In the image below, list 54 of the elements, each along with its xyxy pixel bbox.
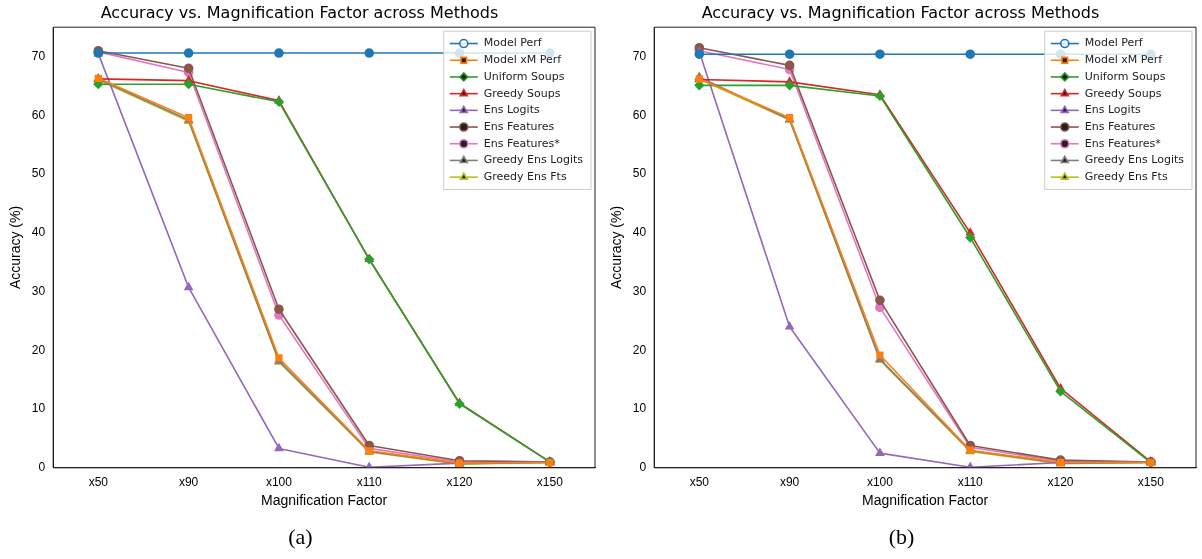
y-tick-label: 10 bbox=[632, 401, 647, 416]
legend-label: Ens Features* bbox=[1084, 136, 1162, 150]
legend-label: Ens Logits bbox=[1084, 103, 1141, 117]
y-tick-label: 40 bbox=[31, 225, 46, 240]
legend-label: Greedy Ens Logits bbox=[483, 153, 584, 167]
y-tick-label: 0 bbox=[639, 460, 647, 475]
y-tick-label: 50 bbox=[632, 166, 647, 181]
legend-label: Ens Logits bbox=[483, 103, 540, 117]
y-tick-label: 0 bbox=[38, 460, 46, 475]
legend-label: Ens Features bbox=[483, 119, 555, 133]
text: (a) bbox=[287, 524, 314, 550]
y-tick-label: 40 bbox=[632, 225, 647, 240]
x-tick-label: x120 bbox=[446, 475, 473, 490]
legend-label: Model xM Perf bbox=[1084, 53, 1164, 67]
legend-label: Ens Features bbox=[1084, 119, 1156, 133]
y-tick-label: 10 bbox=[31, 401, 46, 416]
y-tick-label: 20 bbox=[31, 342, 46, 357]
legend-label: Ens Features* bbox=[483, 136, 561, 150]
legend-label: Model Perf bbox=[483, 36, 543, 50]
y-tick-label: 30 bbox=[31, 283, 46, 298]
chart-title: Accuracy vs. Magnification Factor across Methods bbox=[701, 2, 1100, 22]
x-tick-label: x150 bbox=[1137, 475, 1165, 490]
legend-label: Uniform Soups bbox=[483, 69, 565, 83]
legend-label: Model xM Perf bbox=[483, 53, 563, 67]
x-tick-label: x50 bbox=[88, 475, 109, 490]
x-tick-label: x120 bbox=[1047, 475, 1074, 490]
y-axis-title: Accuracy (%) bbox=[7, 205, 24, 290]
y-tick-label: 70 bbox=[31, 48, 46, 63]
x-tick-label: x150 bbox=[536, 475, 564, 490]
legend-label: Uniform Soups bbox=[1084, 69, 1166, 83]
y-tick-label: 60 bbox=[632, 107, 647, 122]
x-tick-label: x110 bbox=[957, 475, 984, 490]
y-tick-label: 70 bbox=[632, 48, 647, 63]
legend-label: Greedy Soups bbox=[483, 86, 561, 100]
x-axis-title: Magnification Factor bbox=[862, 492, 989, 509]
x-tick-label: x110 bbox=[356, 475, 383, 490]
x-tick-label: x50 bbox=[689, 475, 710, 490]
text: (b) bbox=[887, 524, 916, 550]
legend-label: Model Perf bbox=[1084, 36, 1144, 50]
y-tick-label: 60 bbox=[31, 107, 46, 122]
x-axis-title: Magnification Factor bbox=[261, 492, 388, 509]
legend-label: Greedy Ens Logits bbox=[1084, 153, 1185, 167]
x-tick-label: x90 bbox=[779, 475, 800, 490]
x-tick-label: x100 bbox=[866, 475, 894, 490]
legend-label: Greedy Soups bbox=[1084, 86, 1162, 100]
y-axis-title: Accuracy (%) bbox=[608, 205, 625, 290]
chart-title: Accuracy vs. Magnification Factor across Methods bbox=[100, 2, 499, 22]
x-tick-label: x100 bbox=[265, 475, 293, 490]
y-tick-label: 30 bbox=[632, 283, 647, 298]
x-tick-label: x90 bbox=[178, 475, 199, 490]
y-tick-label: 50 bbox=[31, 166, 46, 181]
legend-label: Greedy Ens Fts bbox=[483, 170, 567, 184]
y-tick-label: 20 bbox=[632, 342, 647, 357]
legend-label: Greedy Ens Fts bbox=[1084, 170, 1168, 184]
